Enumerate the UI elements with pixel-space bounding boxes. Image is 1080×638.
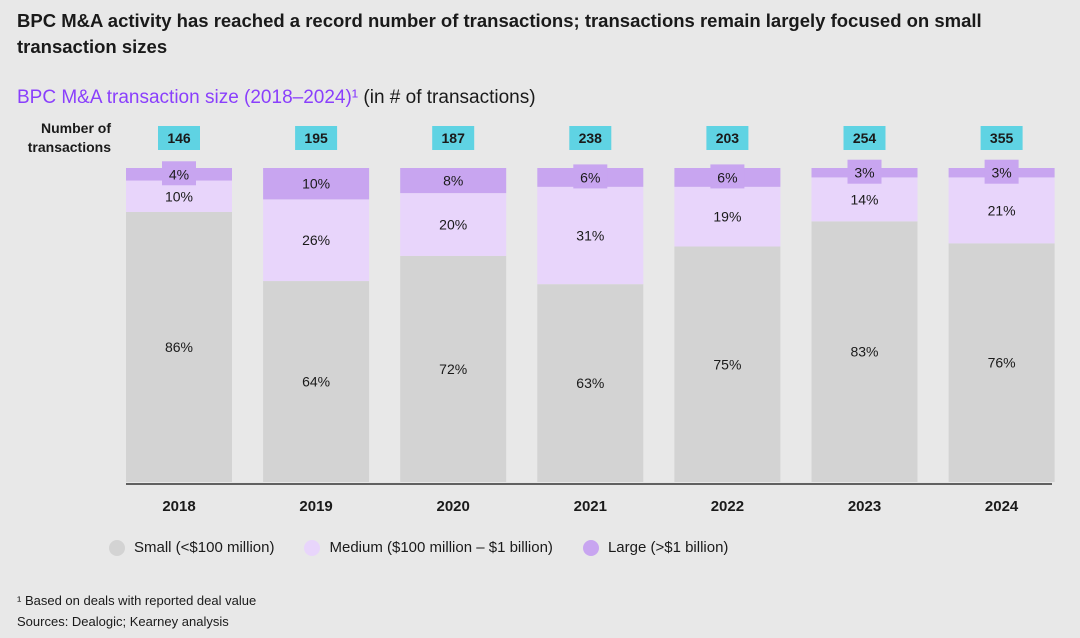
total-badge-2022 (706, 126, 749, 150)
bar-segment-large-2020 (400, 168, 507, 194)
legend-item-large: Large (>$1 billion) (582, 538, 729, 558)
segment-label-small-2022: 75% (713, 356, 741, 372)
total-label-2020: 187 (442, 130, 466, 146)
bar-segment-small-2023 (811, 221, 918, 482)
bar-segment-medium-2019 (263, 199, 370, 282)
segment-label-medium-2020: 20% (439, 217, 467, 233)
segment-label-medium-2021: 31% (576, 228, 604, 244)
segment-label-small-2021: 63% (576, 375, 604, 391)
total-label-2022: 203 (716, 130, 740, 146)
segment-label-small-2020: 72% (439, 361, 467, 377)
total-badge-2018 (158, 126, 200, 150)
bar-segment-medium-2021 (537, 186, 644, 285)
segment-label-large-2023: 3% (854, 165, 874, 181)
segment-label-large-2022: 6% (717, 169, 737, 185)
legend-item-small: Small (<$100 million) (109, 538, 274, 558)
top-segment-label-badge-2021 (573, 164, 608, 189)
chart-legend: Small (<$100 million) Medium ($100 milli… (109, 538, 728, 558)
legend-label-large: Large (>$1 billion) (607, 539, 729, 556)
legend-item-medium: Medium ($100 million – $1 billion) (304, 538, 553, 558)
bar-segment-large-2019 (263, 168, 370, 200)
total-badge-2023 (843, 126, 886, 150)
total-label-2018: 146 (167, 130, 191, 146)
chart-headline: BPC M&A activity has reached a record nu… (17, 10, 982, 57)
total-label-2023: 254 (853, 130, 877, 146)
total-badge-2021 (569, 126, 612, 150)
top-segment-label-badge-2022 (710, 164, 745, 189)
segment-label-medium-2024: 21% (988, 202, 1016, 218)
total-label-2021: 238 (579, 130, 603, 146)
total-badge-2024 (980, 126, 1023, 150)
total-label-2019: 195 (304, 130, 328, 146)
segment-label-medium-2019: 26% (302, 232, 330, 248)
top-segment-label-badge-2023 (847, 159, 882, 184)
chart-subtitle: BPC M&A transaction size (2018–2024)¹ (i… (17, 86, 536, 110)
total-label-2024: 355 (990, 130, 1014, 146)
legend-label-medium: Medium ($100 million – $1 billion) (329, 539, 553, 556)
legend-swatch-large (582, 540, 599, 556)
bar-segment-small-2020 (400, 255, 507, 482)
segment-label-medium-2018: 10% (165, 188, 193, 204)
segment-label-large-2018: 4% (169, 166, 189, 182)
bar-segment-small-2019 (263, 281, 370, 482)
bar-segment-small-2018 (126, 211, 232, 482)
top-segment-label-badge-2018 (162, 161, 196, 186)
x-tick-label-2024: 2024 (985, 498, 1019, 515)
segment-label-large-2021: 6% (580, 169, 600, 185)
chart-subtitle-units: (in # of transactions) (358, 87, 536, 108)
segment-label-large-2019: 10% (302, 176, 330, 192)
y-axis-label: Number of transactions (27, 120, 111, 155)
bar-segment-small-2022 (674, 246, 781, 482)
footnotes: ¹ Based on deals with reported deal valu… (17, 590, 256, 632)
x-tick-label-2021: 2021 (574, 498, 607, 515)
segment-label-small-2023: 83% (850, 344, 878, 360)
x-tick-label-2019: 2019 (299, 498, 332, 515)
segment-label-medium-2023: 14% (850, 191, 878, 207)
footnote-text: ¹ Based on deals with reported deal valu… (17, 593, 257, 608)
segment-label-large-2024: 3% (991, 165, 1011, 181)
segment-label-small-2019: 64% (302, 374, 330, 390)
top-segment-label-badge-2024 (984, 159, 1019, 184)
total-badge-2019 (295, 126, 338, 150)
bar-segment-small-2021 (537, 284, 644, 482)
legend-label-small: Small (<$100 million) (134, 539, 275, 556)
bar-segment-small-2024 (948, 243, 1055, 482)
bar-segment-medium-2023 (811, 177, 918, 222)
bar-segment-medium-2018 (126, 180, 232, 212)
x-tick-label-2022: 2022 (711, 498, 744, 515)
bar-segment-medium-2022 (674, 186, 781, 247)
total-badge-2020 (432, 126, 475, 150)
x-tick-label-2020: 2020 (437, 498, 470, 515)
x-tick-label-2018: 2018 (162, 498, 195, 515)
segment-label-large-2020: 8% (443, 173, 463, 189)
bar-segment-medium-2024 (948, 177, 1055, 244)
sources-text: Sources: Dealogic; Kearney analysis (17, 614, 229, 629)
segment-label-small-2024: 76% (988, 355, 1016, 371)
legend-swatch-small (109, 540, 125, 556)
x-tick-label-2023: 2023 (848, 498, 881, 515)
bar-segment-medium-2020 (400, 193, 507, 256)
segment-label-medium-2022: 19% (713, 209, 741, 225)
segment-label-small-2018: 86% (165, 339, 193, 355)
chart-subtitle-accent: BPC M&A transaction size (2018–2024)¹ (17, 87, 359, 108)
legend-swatch-medium (304, 540, 321, 556)
